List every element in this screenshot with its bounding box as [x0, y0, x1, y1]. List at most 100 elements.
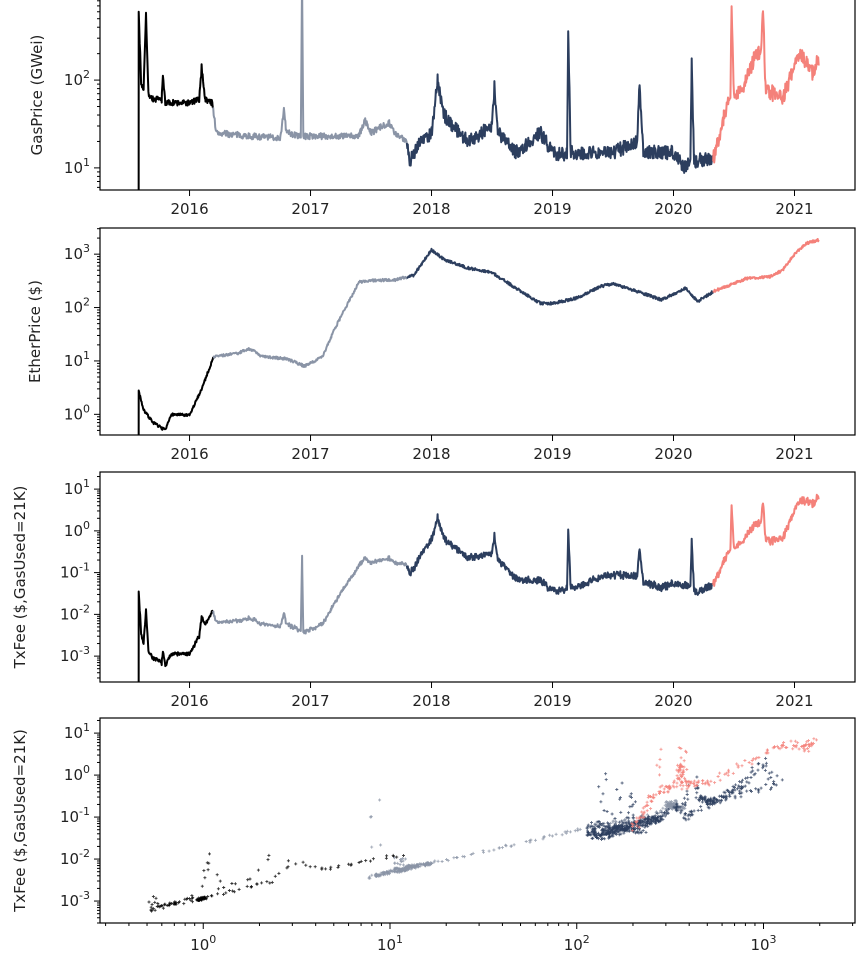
tick-label-exponent: 1 [83, 721, 90, 734]
scatter-point-era-3 [649, 818, 653, 821]
scatter-point-era-3 [616, 825, 620, 829]
scatter-point-era-3 [665, 809, 669, 813]
tick-label-base: 10 [64, 245, 83, 263]
scatter-point-era-2 [670, 807, 674, 811]
scatter-point-era-3 [744, 776, 748, 780]
series-line-era-4 [712, 5, 820, 164]
scatter-point-era-1 [301, 860, 305, 864]
scatter-point-era-2 [568, 830, 572, 834]
scatter-point-era-3 [602, 828, 605, 832]
scatter-point-era-3 [599, 835, 603, 839]
scatter-point-era-4 [635, 816, 639, 820]
scatter-point-era-4 [802, 744, 806, 747]
scatter-point-era-4 [812, 737, 816, 741]
tick-label-base: 10 [64, 522, 83, 540]
tick-label-exponent: 3 [83, 242, 90, 255]
scatter-point-era-3 [617, 833, 621, 837]
scatter-point-era-4 [750, 759, 754, 762]
scatter-point-era-4 [794, 745, 798, 749]
scatter-point-era-4 [687, 784, 691, 788]
scatter-point-era-2 [512, 843, 516, 847]
scatter-point-era-2 [452, 856, 456, 860]
scatter-point-era-3 [750, 766, 754, 770]
scatter-point-era-3 [761, 766, 765, 770]
scatter-point-era-3 [696, 808, 700, 812]
scatter-point-era-1 [369, 859, 372, 863]
scatter-point-era-1 [197, 898, 201, 902]
x-tick-label: 2021 [775, 445, 813, 463]
scatter-point-era-4 [747, 761, 751, 764]
scatter-point-era-3 [604, 772, 608, 776]
x-tick-label: 2016 [170, 692, 208, 710]
scatter-point-era-1 [190, 894, 194, 898]
scatter-point-era-3 [627, 816, 631, 820]
scatter-point-era-1 [202, 869, 206, 873]
scatter-point-era-3 [733, 786, 736, 789]
scatter-point-era-3 [640, 821, 644, 825]
scatter-point-era-3 [599, 832, 603, 836]
tick-label-base: 10 [60, 564, 79, 582]
scatter-point-era-1 [206, 895, 210, 898]
scatter-point-era-3 [618, 824, 622, 828]
scatter-point-era-4 [773, 745, 776, 749]
scatter-point-era-1 [153, 900, 157, 904]
scatter-point-era-3 [619, 832, 623, 836]
tick-label: 101 [64, 721, 90, 742]
scatter-point-era-3 [756, 768, 760, 772]
scatter-point-era-3 [772, 782, 776, 786]
scatter-point-era-3 [731, 791, 735, 795]
scatter-point-era-1 [182, 902, 186, 906]
scatter-point-era-4 [648, 795, 652, 799]
scatter-point-era-3 [763, 768, 767, 772]
scatter-point-era-3 [745, 789, 749, 793]
scatter-point-era-3 [596, 825, 600, 829]
scatter-point-era-1 [174, 902, 178, 906]
scatter-point-era-4 [797, 747, 801, 751]
scatter-point-era-1 [248, 877, 252, 881]
scatter-point-era-4 [681, 784, 685, 788]
x-tick-label: 2016 [170, 445, 208, 463]
scatter-point-era-4 [780, 745, 784, 749]
scatter-point-era-4 [800, 744, 804, 748]
tick-label: 101 [64, 156, 90, 177]
tick-label-exponent: -3 [79, 889, 90, 902]
scatter-point-era-3 [654, 818, 658, 822]
tick-label: 10-1 [60, 561, 90, 582]
tick-label-exponent: 0 [83, 402, 90, 415]
scatter-point-era-2 [411, 863, 415, 867]
scatter-point-era-2 [428, 863, 432, 867]
scatter-point-era-4 [677, 746, 681, 750]
scatter-point-era-1 [222, 892, 225, 896]
scatter-point-era-3 [604, 778, 608, 782]
scatter-point-era-4 [735, 762, 739, 766]
scatter-point-era-4 [812, 741, 815, 745]
scatter-point-era-2 [554, 832, 558, 836]
scatter-point-era-1 [265, 880, 269, 884]
tick-label: 101 [64, 477, 90, 498]
scatter-point-era-3 [749, 770, 753, 774]
scatter-point-era-4 [645, 803, 649, 807]
scatter-points [147, 737, 818, 913]
scatter-point-era-3 [683, 801, 687, 805]
tick-label-exponent: 2 [583, 933, 590, 946]
scatter-point-era-4 [677, 776, 681, 780]
scatter-point-era-3 [643, 825, 647, 829]
scatter-point-era-3 [586, 829, 589, 833]
scatter-point-era-3 [696, 786, 700, 790]
scatter-point-era-3 [589, 833, 593, 837]
scatter-point-era-2 [375, 873, 379, 876]
tick-label: 103 [64, 242, 90, 263]
x-tick-label: 2017 [291, 692, 329, 710]
scatter-point-era-4 [694, 783, 698, 787]
scatter-point-era-3 [613, 822, 617, 826]
scatter-point-era-3 [646, 824, 650, 828]
scatter-point-era-4 [815, 738, 818, 742]
tick-label-base: 10 [60, 647, 79, 665]
scatter-point-era-4 [678, 773, 682, 777]
scatter-point-era-1 [270, 880, 274, 884]
scatter-point-era-3 [672, 805, 676, 809]
scatter-point-era-1 [256, 868, 260, 872]
scatter-point-era-2 [492, 848, 496, 852]
scatter-point-era-2 [510, 844, 513, 848]
scatter-point-era-3 [611, 833, 615, 837]
